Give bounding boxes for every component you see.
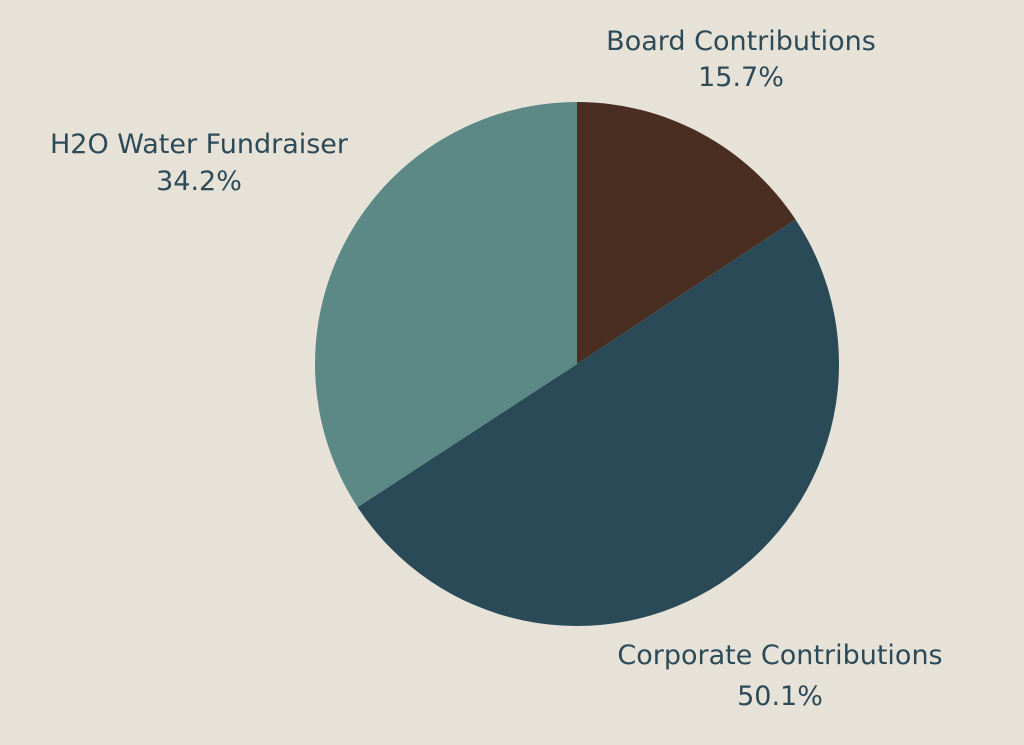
- slice-label-corporate-contributions: Corporate Contributions: [617, 640, 942, 671]
- slice-percent-corporate-contributions: 50.1%: [737, 681, 823, 712]
- slice-percent-h2o-water-fundraiser: 34.2%: [156, 166, 242, 197]
- slice-percent-board-contributions: 15.7%: [698, 62, 784, 93]
- pie-slice-board-contributions: [577, 102, 796, 364]
- pie-slices: [314, 102, 840, 627]
- slice-label-h2o-water-fundraiser: H2O Water Fundraiser: [50, 129, 349, 160]
- slice-label-board-contributions: Board Contributions: [606, 26, 876, 57]
- pie-slice-h2o-water-fundraiser: [314, 102, 577, 508]
- pie-slice-corporate-contributions: [357, 219, 840, 627]
